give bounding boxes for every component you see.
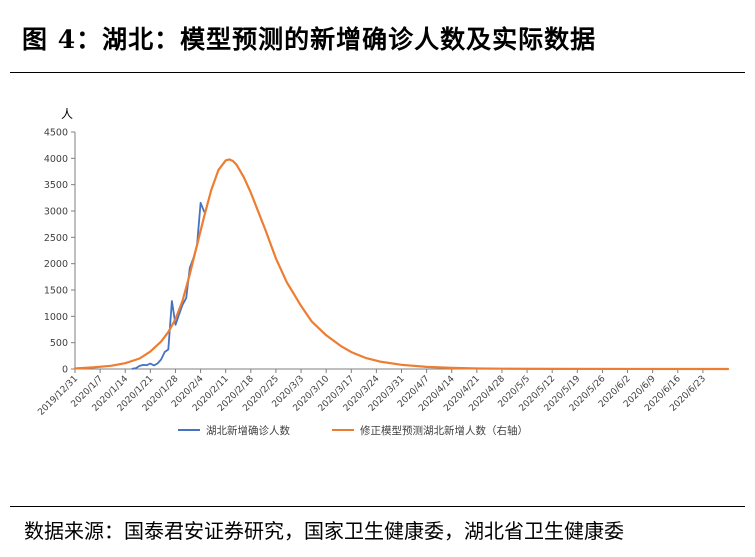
source-note: 数据来源：国泰君安证券研究，国家卫生健康委，湖北省卫生健康委: [24, 519, 624, 543]
y-axis-label: 人: [61, 107, 73, 121]
y-tick-label: 4500: [44, 128, 68, 139]
line-chart: 人 0 500 1000 1500 2000 2500 3000 3500 4000 4500 20…: [36, 107, 730, 437]
series-line-2: [73, 158, 730, 371]
top-divider: [10, 72, 745, 73]
y-tick-label: 500: [50, 338, 68, 349]
page-title: 图 4：湖北：模型预测的新增确诊人数及实际数据: [22, 25, 597, 54]
chart-axes: 人: [61, 107, 728, 370]
y-tick-label: 1500: [44, 286, 68, 297]
legend-label-2: 修正模型预测湖北新增人数（右轴）: [360, 424, 528, 437]
y-tick-label: 3500: [44, 180, 68, 191]
x-tick-label: 2019/12/31: [36, 374, 80, 418]
chart-lines: [73, 158, 730, 371]
chart-legend: 湖北新增确诊人数 修正模型预测湖北新增人数（右轴）: [178, 424, 528, 437]
legend-label-1: 湖北新增确诊人数: [206, 424, 290, 437]
y-tick-label: 2000: [44, 259, 68, 270]
series-line-1: [131, 201, 206, 370]
y-tick-label: 2500: [44, 233, 68, 244]
chart-ticks: 0 500 1000 1500 2000 2500 3000 3500 4000 4500 2019…: [36, 128, 708, 418]
y-tick-label: 4000: [44, 154, 68, 165]
y-tick-label: 3000: [44, 207, 68, 218]
y-tick-label: 1000: [44, 312, 68, 323]
bottom-divider: [10, 506, 745, 507]
y-tick-label: 0: [62, 365, 68, 376]
